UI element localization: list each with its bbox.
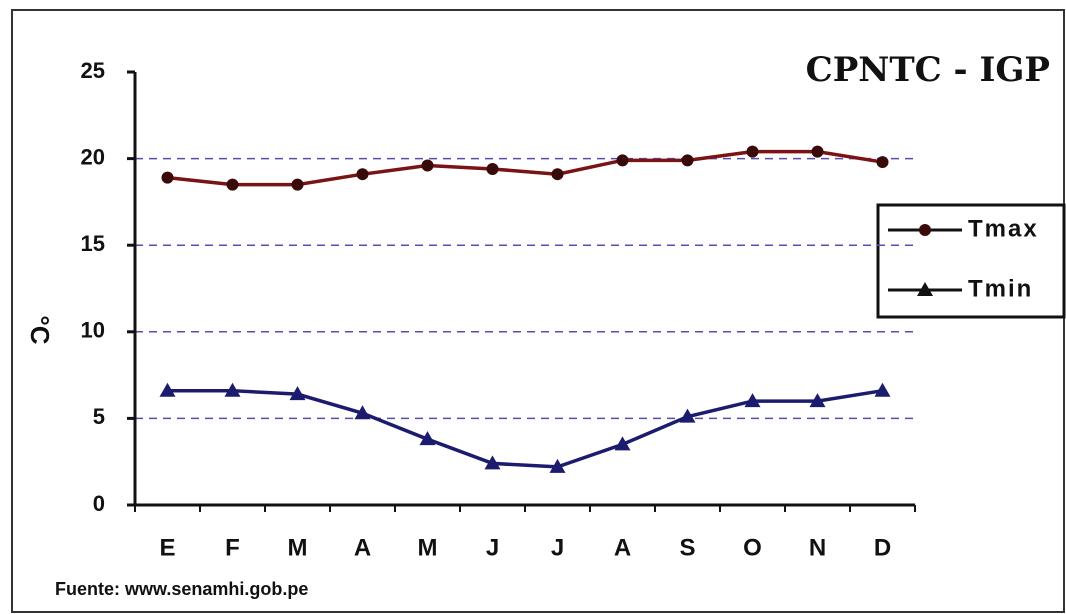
point [874, 382, 891, 397]
x-tick-label: N [809, 534, 826, 561]
point [486, 162, 499, 175]
x-tick-label: S [679, 534, 695, 561]
point [744, 393, 761, 408]
point [549, 458, 566, 473]
x-tick-label: A [614, 534, 631, 561]
point [419, 431, 436, 446]
point [354, 405, 371, 420]
x-tick-label: O [743, 534, 762, 561]
legend-marker [917, 282, 933, 296]
point [876, 156, 889, 169]
point [679, 408, 696, 423]
x-tick-label: E [159, 534, 175, 561]
x-tick-label: F [225, 534, 240, 561]
y-tick-label: 15 [81, 231, 105, 256]
point [291, 178, 304, 191]
point [681, 154, 694, 167]
source-note: Fuente: www.senamhi.gob.pe [55, 579, 308, 599]
x-tick-label: J [486, 534, 499, 561]
line [167, 149, 883, 187]
x-tick-label: D [874, 534, 891, 561]
point [616, 154, 629, 167]
legend-label: Tmin [968, 275, 1033, 302]
point [809, 393, 826, 408]
y-tick-label: 25 [81, 58, 105, 83]
chart-title: CPNTC - IGP [806, 50, 1050, 90]
point [551, 168, 564, 181]
point [614, 436, 631, 451]
line [167, 388, 883, 469]
y-tick-label: 20 [81, 144, 105, 169]
legend-box [876, 203, 1066, 319]
point [356, 168, 369, 181]
x-tick-label: J [551, 534, 564, 561]
point [289, 386, 306, 401]
x-tick-label: M [418, 534, 438, 561]
x-tick-label: A [354, 534, 371, 561]
point [224, 382, 241, 397]
point [484, 455, 501, 470]
y-axis-label: °C [25, 315, 55, 344]
point [746, 145, 759, 158]
point [159, 382, 176, 397]
point [811, 145, 824, 158]
point [226, 178, 239, 191]
legend-label: Tmax [968, 215, 1039, 242]
legend-marker [919, 224, 931, 236]
y-tick-label: 0 [93, 491, 105, 516]
point [421, 159, 434, 172]
point [161, 171, 174, 184]
x-tick-label: M [288, 534, 308, 561]
y-tick-label: 10 [81, 318, 105, 343]
y-tick-label: 5 [93, 404, 105, 429]
